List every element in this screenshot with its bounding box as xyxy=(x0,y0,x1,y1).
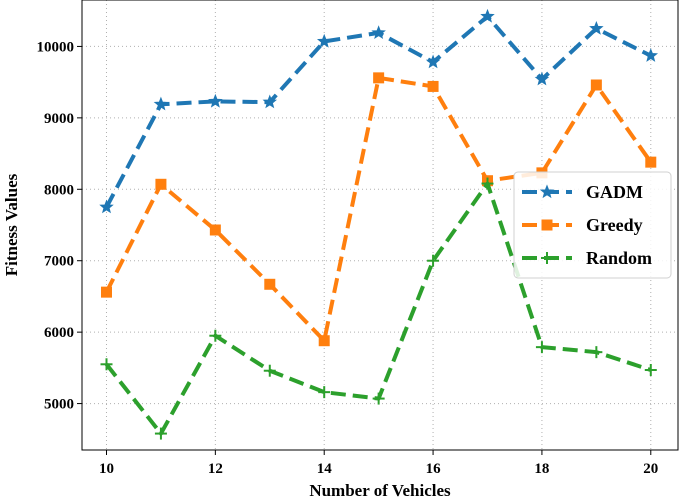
data-point xyxy=(427,80,439,92)
legend-marker xyxy=(541,219,553,231)
data-point xyxy=(263,364,276,377)
data-point xyxy=(644,364,657,376)
x-tick-label: 18 xyxy=(534,461,549,477)
data-point xyxy=(155,178,167,190)
data-point xyxy=(99,199,114,214)
data-point xyxy=(154,427,167,440)
y-tick-label: 10000 xyxy=(37,39,75,55)
data-point xyxy=(316,33,332,48)
legend: GADM Greedy Random xyxy=(513,171,672,279)
data-point xyxy=(262,94,278,109)
data-point xyxy=(209,224,221,236)
data-point xyxy=(208,93,223,108)
data-point xyxy=(535,341,548,354)
x-tick-label: 16 xyxy=(426,461,442,477)
y-tick-label: 5000 xyxy=(44,397,74,413)
y-tick-label: 6000 xyxy=(44,325,74,341)
series-line xyxy=(104,75,653,343)
legend-label: GADM xyxy=(586,182,643,202)
data-point xyxy=(100,286,112,298)
data-point xyxy=(373,72,385,84)
x-tick-label: 20 xyxy=(643,461,658,477)
legend-item-greedy: Greedy xyxy=(522,215,643,235)
legend-box xyxy=(513,171,672,279)
data-point xyxy=(590,79,602,91)
series-random xyxy=(100,177,657,440)
data-point xyxy=(318,335,330,347)
legend-marker xyxy=(539,184,555,199)
data-point xyxy=(643,48,659,62)
data-point xyxy=(645,156,657,168)
y-tick-label: 9000 xyxy=(44,111,74,127)
data-point xyxy=(318,386,331,399)
legend-item-gadm: GADM xyxy=(522,182,643,202)
x-tick-label: 10 xyxy=(99,461,114,477)
data-point xyxy=(371,25,386,40)
legend-item-random: Random xyxy=(522,248,652,268)
data-point xyxy=(590,346,603,359)
data-point xyxy=(589,20,604,35)
data-point xyxy=(153,96,169,111)
data-point xyxy=(534,71,550,86)
data-point xyxy=(481,177,494,190)
series-gadm xyxy=(99,8,659,214)
legend-label: Greedy xyxy=(586,215,643,235)
data-point xyxy=(372,392,385,405)
data-point xyxy=(425,54,441,69)
data-point xyxy=(209,329,222,342)
data-point xyxy=(100,358,113,371)
plot-frame xyxy=(81,0,679,451)
x-tick-label: 14 xyxy=(317,461,333,477)
data-point xyxy=(480,8,495,23)
x-axis-label: Number of Vehicles xyxy=(309,481,451,499)
legend-marker xyxy=(541,252,553,264)
ticks: 10 12 14 16 18 20 5000 6000 7000 8000 9000 10000 xyxy=(37,39,659,477)
y-axis-label: Fitness Values xyxy=(2,173,21,276)
legend-label: Random xyxy=(586,248,652,268)
x-tick-label: 12 xyxy=(208,461,223,477)
y-tick-label: 8000 xyxy=(44,182,74,198)
y-tick-label: 7000 xyxy=(44,254,74,270)
data-point xyxy=(427,254,440,267)
data-point xyxy=(264,278,276,290)
